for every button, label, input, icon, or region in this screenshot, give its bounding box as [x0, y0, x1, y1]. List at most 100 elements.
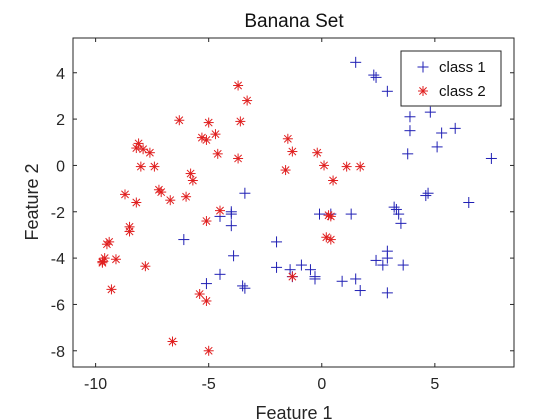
class-2-point — [312, 147, 323, 158]
class-1-point — [271, 261, 283, 273]
x-tick-label: -10 — [84, 376, 107, 393]
y-tick-label: 4 — [56, 66, 65, 83]
class-2-point — [201, 216, 212, 227]
class-1-point — [431, 141, 443, 153]
class-1-point — [436, 127, 448, 139]
class-1-point — [393, 208, 405, 220]
class-1-point — [354, 285, 366, 297]
y-tick-label: 2 — [56, 112, 65, 129]
class-2-point — [97, 256, 108, 267]
class-1-point — [304, 264, 316, 276]
class-2-point — [187, 175, 198, 186]
class-2-point — [135, 161, 146, 172]
class-2-point — [341, 161, 352, 172]
class-1-point — [463, 197, 475, 208]
class-1-point — [404, 111, 416, 123]
class-1-point — [309, 273, 321, 285]
legend-label-class-1: class 1 — [439, 59, 486, 76]
class-1-point — [225, 220, 237, 232]
class-1-point — [397, 259, 409, 271]
class-1-point — [271, 236, 283, 248]
class-1-point — [239, 187, 251, 199]
class-1-point — [345, 208, 357, 220]
class-1-point — [178, 234, 190, 246]
legend: class 1 class 2 — [400, 50, 502, 107]
class-1-point — [381, 287, 393, 299]
class-2-point — [167, 336, 178, 347]
class-2-point — [325, 234, 336, 245]
plot-area-frame — [72, 37, 515, 368]
class-1-point — [449, 122, 461, 134]
axis-ticks: -10 -5 0 5 -8 -6 -4 -2 0 2 4 — [51, 38, 514, 393]
class-1-point — [422, 187, 434, 199]
class-2-point — [149, 161, 160, 172]
y-tick-label: 0 — [56, 158, 65, 175]
class-2-point — [282, 133, 293, 144]
class-1-point — [388, 201, 400, 213]
class-2-point — [233, 80, 244, 91]
class-1-point — [350, 273, 362, 285]
series-class-2 — [97, 80, 366, 356]
class-1-point — [424, 106, 436, 118]
class-2-point — [140, 261, 151, 272]
class-1-point — [284, 264, 296, 276]
chart-title: Banana Set — [244, 11, 344, 32]
class-1-point — [370, 71, 382, 83]
class-2-point — [355, 161, 366, 172]
class-2-point — [328, 175, 339, 186]
legend-marker-class-2 — [418, 86, 428, 96]
class-2-point — [138, 144, 149, 155]
class-1-point — [295, 259, 307, 271]
y-tick-label: -4 — [51, 251, 65, 268]
class-1-point — [336, 275, 348, 287]
class-2-point — [101, 239, 112, 250]
legend-label-class-2: class 2 — [439, 83, 486, 100]
class-2-point — [280, 165, 291, 176]
class-1-point — [370, 254, 382, 266]
class-2-point — [131, 143, 142, 154]
x-axis-title: Feature 1 — [255, 403, 332, 420]
class-2-point — [174, 115, 185, 126]
y-tick-label: -2 — [51, 205, 65, 222]
series-class-1 — [178, 56, 497, 299]
class-2-point — [203, 117, 214, 128]
class-1-point — [225, 208, 237, 220]
class-1-point — [214, 268, 226, 280]
class-1-point — [228, 250, 240, 262]
y-axis-title: Feature 2 — [22, 163, 42, 240]
class-2-point — [321, 232, 332, 243]
x-tick-label: -5 — [202, 376, 216, 393]
class-2-point — [124, 226, 135, 237]
legend-box — [400, 50, 502, 107]
data-points — [97, 56, 497, 356]
class-1-point — [404, 125, 416, 137]
class-2-point — [185, 168, 196, 179]
class-2-point — [131, 197, 142, 208]
class-2-point — [165, 195, 176, 206]
class-2-point — [194, 289, 205, 300]
class-1-point — [381, 85, 393, 97]
class-2-point — [242, 95, 253, 106]
class-1-point — [402, 148, 414, 160]
class-2-point — [287, 271, 298, 282]
class-2-point — [144, 147, 155, 158]
class-2-point — [233, 153, 244, 164]
class-2-point — [215, 205, 225, 216]
class-2-point — [319, 160, 330, 171]
class-2-point — [181, 191, 192, 202]
class-2-point — [210, 129, 221, 140]
y-tick-label: -8 — [51, 344, 65, 361]
x-tick-label: 0 — [317, 376, 326, 393]
class-1-point — [390, 203, 402, 215]
class-2-point — [110, 254, 121, 265]
class-2-point — [325, 211, 336, 222]
class-2-point — [156, 187, 167, 198]
class-2-point — [203, 345, 214, 356]
class-1-point — [395, 217, 407, 229]
class-2-point — [212, 148, 223, 159]
x-tick-label: 5 — [430, 376, 439, 393]
class-2-point — [133, 138, 144, 149]
class-1-point — [368, 69, 380, 81]
class-1-point — [377, 259, 389, 271]
